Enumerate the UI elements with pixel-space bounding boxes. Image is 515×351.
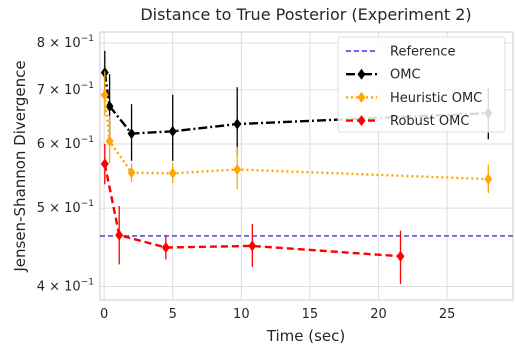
x-tick-label: 5 bbox=[169, 307, 177, 322]
x-tick-label: 0 bbox=[100, 307, 108, 322]
legend-label: Heuristic OMC bbox=[390, 91, 482, 106]
y-tick-label: 7 × 10−1 bbox=[37, 81, 94, 98]
y-tick-label: 4 × 10−1 bbox=[37, 278, 94, 295]
y-axis-label: Jensen-Shannon Divergence bbox=[11, 60, 29, 272]
x-tick-label: 15 bbox=[302, 307, 319, 322]
y-axis-ticks: 4 × 10−1 5 × 10−1 6 × 10−1 7 × 10−1 8 × 10−1 bbox=[37, 34, 94, 295]
x-axis-ticks: 0 5 10 15 20 25 bbox=[100, 307, 455, 322]
x-axis-label: Time (sec) bbox=[266, 327, 345, 345]
chart-title: Distance to True Posterior (Experiment 2… bbox=[140, 5, 471, 24]
y-tick-label: 5 × 10−1 bbox=[37, 199, 94, 216]
x-tick-label: 10 bbox=[233, 307, 250, 322]
legend-label: OMC bbox=[390, 68, 421, 83]
legend-label: Robust OMC bbox=[390, 114, 469, 129]
legend-label: Reference bbox=[390, 45, 455, 60]
legend: Reference OMC Heuristic OMC Robust OMC bbox=[338, 37, 505, 132]
y-tick-label: 8 × 10−1 bbox=[37, 34, 94, 51]
x-tick-label: 20 bbox=[370, 307, 387, 322]
y-tick-label: 6 × 10−1 bbox=[37, 135, 94, 152]
x-tick-label: 25 bbox=[439, 307, 456, 322]
